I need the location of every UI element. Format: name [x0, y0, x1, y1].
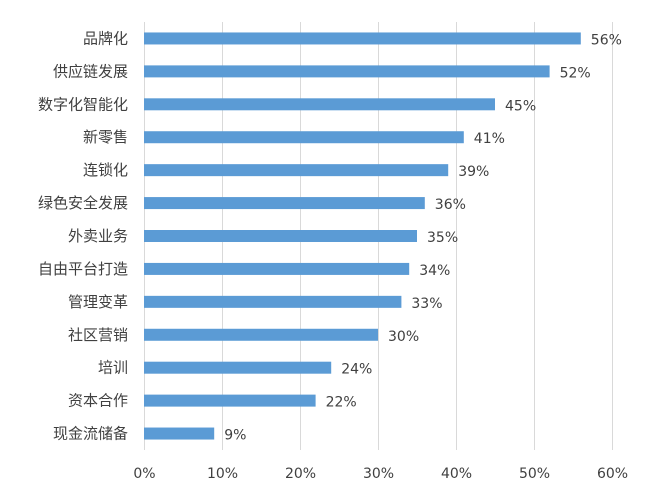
bar — [144, 328, 378, 341]
category-label: 品牌化 — [83, 29, 128, 47]
bar — [144, 361, 332, 374]
data-label: 24% — [341, 362, 372, 378]
data-label: 22% — [326, 395, 357, 411]
category-label: 管理变革 — [68, 293, 128, 311]
x-tick-label: 0% — [133, 466, 155, 482]
bar — [144, 295, 402, 308]
x-axis-tick-labels: 0% 10% 20% 30% 40% 50% 60% — [133, 466, 628, 482]
x-tick-label: 10% — [207, 466, 238, 482]
data-label: 36% — [435, 197, 466, 213]
category-labels: 品牌化供应链发展数字化智能化新零售连锁化绿色安全发展外卖业务自由平台打造管理变革… — [38, 29, 128, 442]
x-tick-label: 30% — [363, 466, 394, 482]
x-tick-label: 50% — [519, 466, 550, 482]
bars — [144, 32, 581, 440]
category-label: 培训 — [98, 359, 128, 377]
data-label: 33% — [411, 296, 442, 312]
data-label: 45% — [505, 98, 536, 114]
bar — [144, 230, 417, 242]
x-tick-label: 20% — [285, 466, 316, 482]
bar — [144, 98, 495, 111]
category-label: 数字化智能化 — [38, 95, 128, 113]
bar — [144, 262, 410, 275]
data-label: 52% — [560, 65, 591, 81]
data-label: 56% — [591, 32, 622, 48]
bar — [144, 65, 550, 78]
bar — [144, 164, 449, 177]
data-label: 35% — [427, 230, 458, 246]
bar — [144, 394, 316, 407]
bar — [144, 427, 215, 440]
bar — [144, 131, 464, 144]
data-label: 30% — [388, 329, 419, 345]
data-label: 41% — [474, 131, 505, 147]
category-label: 新零售 — [83, 128, 128, 146]
bar — [144, 32, 581, 45]
data-label: 34% — [419, 263, 450, 279]
data-label: 9% — [224, 428, 246, 444]
data-label: 39% — [458, 164, 489, 180]
bar — [144, 197, 425, 210]
category-label: 外卖业务 — [68, 227, 128, 245]
category-label: 现金流储备 — [53, 425, 128, 443]
x-tick-label: 60% — [597, 466, 628, 482]
category-label: 连锁化 — [83, 161, 128, 179]
category-label: 资本合作 — [68, 392, 128, 410]
category-label: 供应链发展 — [53, 62, 128, 80]
category-label: 自由平台打造 — [38, 260, 128, 278]
data-labels: 56% 52% 45% 41% 39% 36% 35% 34% 33% 30% 24% 22% 9% — [224, 32, 622, 443]
category-label: 绿色安全发展 — [38, 194, 128, 212]
category-label: 社区营销 — [68, 326, 128, 344]
x-tick-label: 40% — [441, 466, 472, 482]
